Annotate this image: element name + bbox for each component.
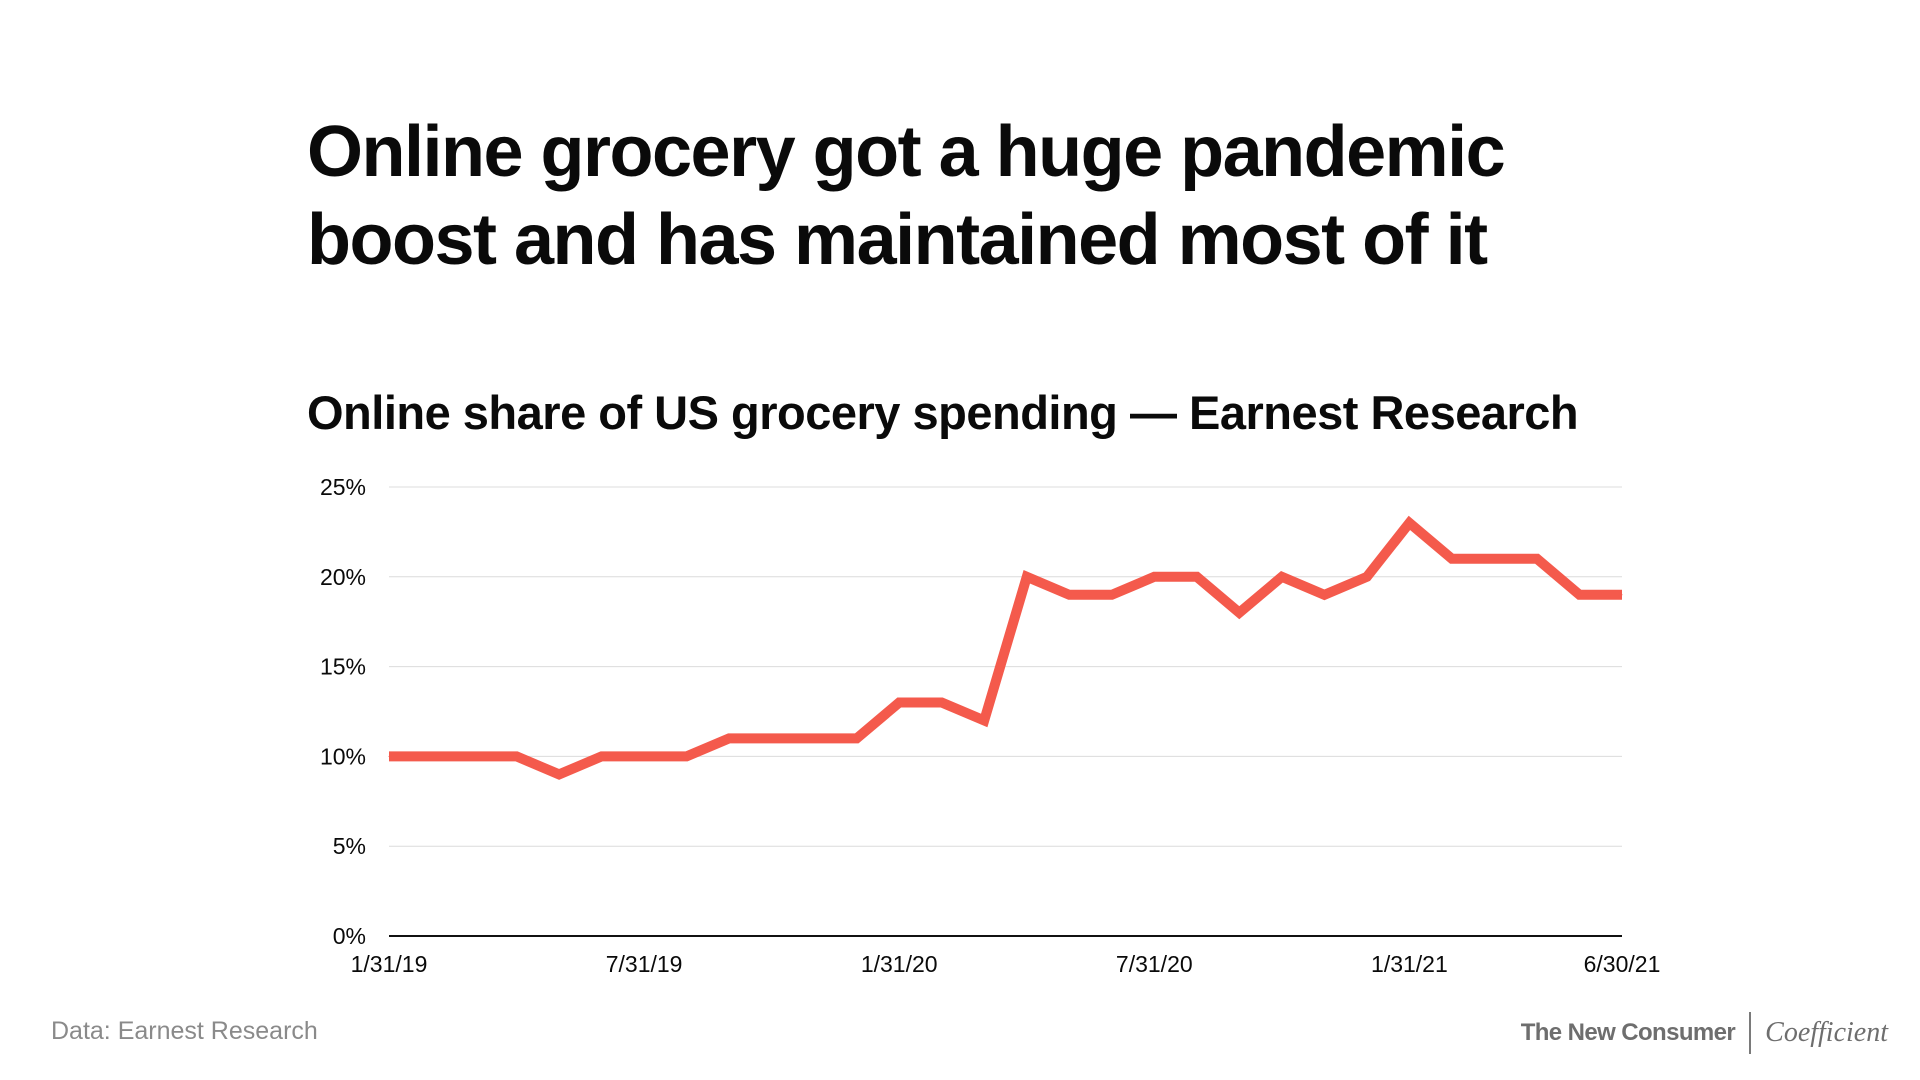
x-tick-label: 6/30/21 — [1584, 951, 1661, 977]
gridlines — [389, 486, 1622, 937]
brand-divider — [1749, 1012, 1752, 1054]
data-point — [1281, 576, 1283, 578]
data-point — [686, 755, 688, 757]
series-layer — [388, 515, 1623, 780]
data-point — [388, 755, 390, 757]
series-line-0 — [389, 515, 1622, 780]
data-point — [1153, 576, 1155, 578]
data-point — [1536, 558, 1538, 560]
x-tick-label: 7/31/20 — [1116, 951, 1193, 977]
data-point — [473, 755, 475, 757]
data-point — [813, 737, 815, 739]
brand-secondary-logo: Coefficient — [1765, 1017, 1888, 1048]
data-point — [601, 755, 603, 757]
y-tick-label: 0% — [333, 923, 366, 949]
y-tick-label: 15% — [320, 654, 366, 680]
data-point — [983, 719, 985, 721]
data-point — [643, 755, 645, 757]
data-point — [941, 702, 943, 704]
data-point — [1196, 576, 1198, 578]
data-point — [1408, 522, 1410, 524]
x-tick-label: 7/31/19 — [606, 951, 683, 977]
brand-primary-logo: The New Consumer — [1520, 1019, 1736, 1046]
data-point — [1068, 594, 1070, 596]
data-point — [1026, 576, 1028, 578]
data-point — [898, 702, 900, 704]
y-tick-label: 25% — [320, 474, 366, 500]
data-point — [1111, 594, 1113, 596]
headline: Online grocery got a huge pandemic boost… — [307, 112, 1506, 280]
data-point — [1621, 594, 1623, 596]
x-axis-ticks: 1/31/19 7/31/19 1/31/20 7/31/20 1/31/21 6/30/… — [351, 951, 1661, 977]
chart-title: Online share of US grocery spending — Ea… — [307, 386, 1579, 439]
data-point — [1366, 576, 1368, 578]
y-tick-label: 20% — [320, 564, 366, 590]
data-point — [1323, 594, 1325, 596]
data-point — [1451, 558, 1453, 560]
source-note: Data: Earnest Research — [51, 1017, 318, 1045]
data-point — [1578, 594, 1580, 596]
data-point — [558, 773, 560, 775]
data-point — [516, 755, 518, 757]
data-point — [1238, 612, 1240, 614]
y-tick-label: 10% — [320, 743, 366, 769]
data-point — [1493, 558, 1495, 560]
x-tick-label: 1/31/19 — [351, 951, 428, 977]
y-tick-label: 5% — [333, 833, 366, 859]
data-point — [431, 755, 433, 757]
y-axis-ticks: 0% 5% 10% 15% 20% 25% — [320, 474, 366, 949]
x-tick-label: 1/31/21 — [1371, 951, 1448, 977]
data-point — [728, 737, 730, 739]
brand-logo: The New Consumer Coefficient — [1521, 1012, 1888, 1054]
data-point — [856, 737, 858, 739]
data-point — [771, 737, 773, 739]
x-tick-label: 1/31/20 — [861, 951, 938, 977]
